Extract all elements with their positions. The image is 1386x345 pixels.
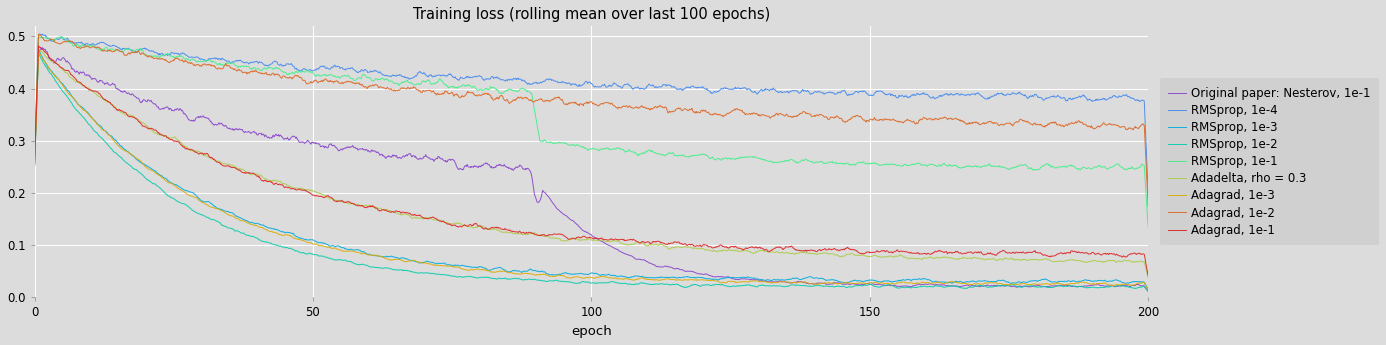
- Adagrad, 1e-1: [904, 251, 920, 255]
- Adadelta, rho = 0.3: [568, 237, 585, 241]
- RMSprop, 1e-1: [1139, 225, 1156, 229]
- Adagrad, 1e-2: [904, 120, 920, 124]
- RMSprop, 1e-1: [539, 140, 556, 144]
- Adagrad, 1e-1: [26, 160, 43, 165]
- Adagrad, 1e-1: [83, 89, 100, 93]
- RMSprop, 1e-2: [568, 282, 585, 286]
- Original paper: Nesterov, 1e-1: (194, 0.0209): Nesterov, 1e-1: (194, 0.0209): [1107, 285, 1124, 289]
- Adadelta, rho = 0.3: [1107, 260, 1124, 264]
- RMSprop, 1e-2: [30, 52, 47, 56]
- Adagrad, 1e-1: [30, 44, 47, 48]
- RMSprop, 1e-4: [1107, 95, 1124, 99]
- RMSprop, 1e-4: [1107, 95, 1124, 99]
- RMSprop, 1e-2: [904, 285, 920, 289]
- X-axis label: epoch: epoch: [571, 325, 611, 338]
- RMSprop, 1e-3: [83, 116, 100, 120]
- RMSprop, 1e-3: [1139, 288, 1156, 292]
- RMSprop, 1e-1: [83, 43, 100, 47]
- RMSprop, 1e-1: [1107, 162, 1124, 167]
- Adadelta, rho = 0.3: [30, 47, 47, 51]
- RMSprop, 1e-4: [83, 42, 100, 46]
- Adagrad, 1e-2: [539, 99, 556, 103]
- RMSprop, 1e-4: [568, 83, 585, 88]
- Original paper: Nesterov, 1e-1: (0, 0.252): Nesterov, 1e-1: (0, 0.252): [26, 164, 43, 168]
- Line: Adagrad, 1e-2: Adagrad, 1e-2: [35, 34, 1148, 206]
- Adadelta, rho = 0.3: [904, 256, 920, 260]
- Adagrad, 1e-1: [1107, 253, 1124, 257]
- Original paper: Nesterov, 1e-1: (1.4, 0.478): Nesterov, 1e-1: (1.4, 0.478): [35, 46, 51, 50]
- RMSprop, 1e-3: [568, 272, 585, 276]
- RMSprop, 1e-1: [568, 143, 585, 147]
- RMSprop, 1e-2: [26, 163, 43, 167]
- RMSprop, 1e-1: [1107, 162, 1124, 166]
- RMSprop, 1e-1: [26, 155, 43, 159]
- Line: Adadelta, rho = 0.3: Adadelta, rho = 0.3: [35, 49, 1148, 278]
- RMSprop, 1e-3: [26, 162, 43, 167]
- Adagrad, 1e-2: [1139, 204, 1156, 208]
- Adagrad, 1e-1: [539, 234, 556, 238]
- RMSprop, 1e-4: [904, 93, 920, 97]
- Adagrad, 1e-1: [1139, 274, 1156, 278]
- RMSprop, 1e-1: [30, 34, 47, 38]
- Adagrad, 1e-3: [539, 273, 556, 277]
- Adagrad, 1e-3: [30, 50, 47, 54]
- RMSprop, 1e-2: [1107, 284, 1124, 288]
- Adagrad, 1e-2: [1107, 123, 1124, 127]
- Line: Adagrad, 1e-3: Adagrad, 1e-3: [35, 52, 1148, 290]
- Adagrad, 1e-2: [83, 45, 100, 49]
- RMSprop, 1e-4: [1139, 190, 1156, 195]
- Line: Original paper: Nesterov, 1e-1: Original paper: Nesterov, 1e-1: [35, 48, 1148, 291]
- Original paper: Nesterov, 1e-1: (200, 0.012): Nesterov, 1e-1: (200, 0.012): [1139, 289, 1156, 293]
- Adagrad, 1e-3: [83, 116, 100, 120]
- Original paper: Nesterov, 1e-1: (92, 0.196): Nesterov, 1e-1: (92, 0.196): [539, 193, 556, 197]
- Original paper: Nesterov, 1e-1: (158, 0.0209): Nesterov, 1e-1: (158, 0.0209): [904, 285, 920, 289]
- Adagrad, 1e-2: [30, 32, 47, 37]
- RMSprop, 1e-2: [1139, 289, 1156, 294]
- Adagrad, 1e-3: [568, 275, 585, 279]
- RMSprop, 1e-3: [30, 49, 47, 53]
- RMSprop, 1e-3: [1107, 278, 1124, 282]
- Adagrad, 1e-3: [1107, 283, 1124, 287]
- Adagrad, 1e-3: [26, 163, 43, 167]
- Adadelta, rho = 0.3: [26, 163, 43, 167]
- Adagrad, 1e-2: [1107, 123, 1124, 127]
- RMSprop, 1e-2: [539, 279, 556, 284]
- RMSprop, 1e-2: [1107, 284, 1124, 288]
- RMSprop, 1e-3: [1107, 278, 1124, 282]
- Adadelta, rho = 0.3: [539, 234, 556, 238]
- RMSprop, 1e-3: [539, 272, 556, 276]
- Line: RMSprop, 1e-2: RMSprop, 1e-2: [35, 54, 1148, 292]
- Adagrad, 1e-3: [904, 281, 920, 285]
- Legend: Original paper: Nesterov, 1e-1, RMSprop, 1e-4, RMSprop, 1e-3, RMSprop, 1e-2, RMS: Original paper: Nesterov, 1e-1, RMSprop,…: [1160, 78, 1379, 245]
- Adagrad, 1e-2: [568, 101, 585, 106]
- RMSprop, 1e-2: [83, 126, 100, 130]
- RMSprop, 1e-1: [904, 162, 920, 166]
- Original paper: Nesterov, 1e-1: (97.3, 0.14): Nesterov, 1e-1: (97.3, 0.14): [568, 222, 585, 226]
- RMSprop, 1e-4: [539, 77, 556, 81]
- RMSprop, 1e-4: [26, 156, 43, 160]
- Adadelta, rho = 0.3: [1107, 260, 1124, 265]
- Adagrad, 1e-1: [1107, 253, 1124, 257]
- Adagrad, 1e-2: [26, 156, 43, 160]
- Adadelta, rho = 0.3: [83, 89, 100, 93]
- RMSprop, 1e-3: [904, 278, 920, 282]
- Adadelta, rho = 0.3: [1139, 276, 1156, 280]
- Adagrad, 1e-3: [1139, 288, 1156, 292]
- Original paper: Nesterov, 1e-1: (10.3, 0.417): Nesterov, 1e-1: (10.3, 0.417): [83, 78, 100, 82]
- Adagrad, 1e-3: [1107, 283, 1124, 287]
- Line: Adagrad, 1e-1: Adagrad, 1e-1: [35, 46, 1148, 276]
- Line: RMSprop, 1e-3: RMSprop, 1e-3: [35, 51, 1148, 290]
- Original paper: Nesterov, 1e-1: (194, 0.0212): Nesterov, 1e-1: (194, 0.0212): [1107, 284, 1124, 288]
- Title: Training loss (rolling mean over last 100 epochs): Training loss (rolling mean over last 10…: [413, 7, 771, 22]
- Adagrad, 1e-1: [568, 235, 585, 239]
- Line: RMSprop, 1e-4: RMSprop, 1e-4: [35, 34, 1148, 193]
- RMSprop, 1e-4: [32, 32, 49, 36]
- Line: RMSprop, 1e-1: RMSprop, 1e-1: [35, 36, 1148, 227]
